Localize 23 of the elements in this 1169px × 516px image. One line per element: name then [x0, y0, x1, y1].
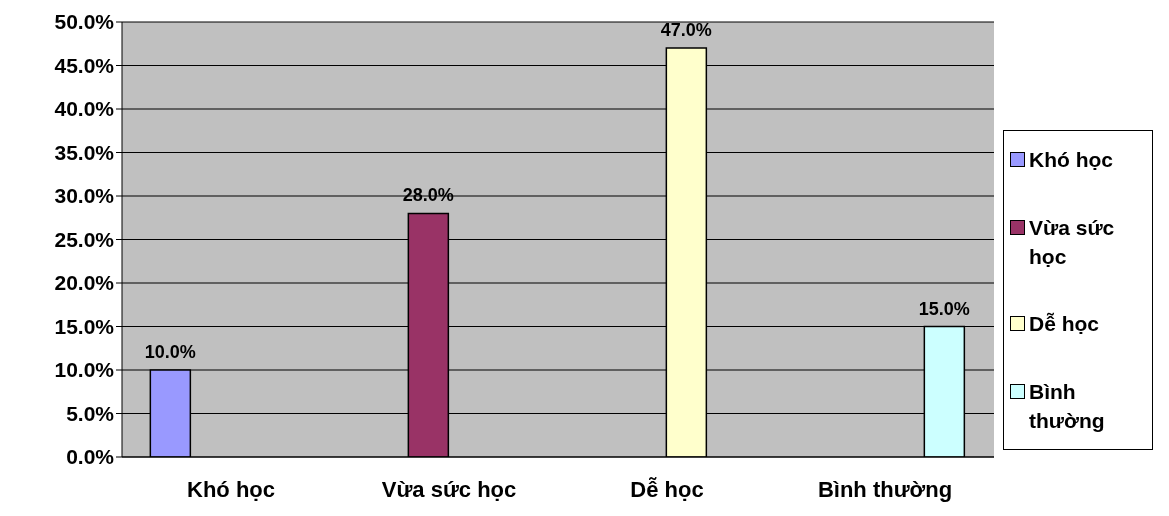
- data-label: 28.0%: [402, 185, 454, 206]
- x-tick-label: Vừa sức học: [381, 476, 517, 502]
- y-tick-label: 30.0%: [54, 184, 115, 208]
- y-tick-label: 25.0%: [54, 227, 115, 251]
- data-label: 10.0%: [144, 342, 196, 362]
- y-tick-label: 50.0%: [54, 10, 115, 34]
- y-tick-label: 15.0%: [54, 314, 115, 338]
- data-label: 47.0%: [660, 20, 712, 41]
- legend-label: Bình thường: [1029, 378, 1106, 434]
- legend-label: Dễ học: [1029, 311, 1100, 338]
- y-tick-label: 45.0%: [54, 53, 115, 77]
- y-tick-label: 20.0%: [54, 271, 115, 295]
- y-tick-label: 35.0%: [54, 140, 115, 164]
- y-tick-label: 10.0%: [54, 358, 115, 382]
- y-tick-label: 40.0%: [54, 97, 115, 121]
- x-tick-label: Khó học: [187, 476, 275, 502]
- y-tick-label: 5.0%: [66, 401, 115, 425]
- x-tick-label: Bình thường: [817, 476, 953, 502]
- data-label: 15.0%: [918, 298, 970, 319]
- legend-label: Khó học: [1029, 147, 1113, 173]
- legend-label: Vừa sức học: [1029, 214, 1116, 270]
- x-tick-label: Dễ học: [630, 476, 704, 502]
- y-tick-label: 0.0%: [66, 445, 115, 469]
